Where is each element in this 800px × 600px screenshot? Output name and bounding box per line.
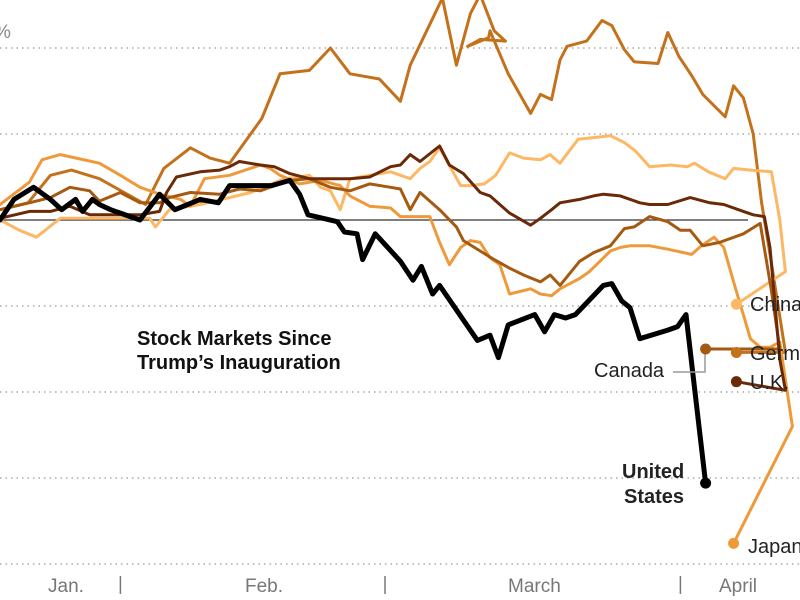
gridlines (0, 47, 800, 565)
chart-title-line-1: Stock Markets Since (137, 328, 332, 350)
x-label-feb: Feb. (245, 576, 283, 597)
label-germany: Germany (750, 343, 800, 365)
x-month-ticks (119, 576, 682, 594)
label-uk: U.K. (750, 372, 789, 394)
label-us-line-1: United (622, 461, 684, 483)
series-line-germany (0, 0, 787, 354)
series-line-u-k (0, 144, 787, 392)
x-label-march: March (508, 576, 561, 597)
label-japan: Japan (748, 536, 800, 558)
canada-leader-line (673, 351, 706, 373)
end-dot-u-k (730, 376, 742, 388)
end-dot-japan (728, 537, 740, 549)
series-line-china (0, 134, 787, 306)
y-axis-unit-label: % (0, 22, 11, 43)
end-dot-germany (730, 346, 742, 358)
series-lines (0, 0, 794, 545)
label-us-line-2: States (624, 486, 684, 508)
end-dots (700, 298, 742, 549)
end-dot-canada (700, 343, 712, 355)
label-china: China (750, 294, 800, 316)
chart-title-line-2: Trump’s Inauguration (137, 352, 341, 374)
series-line-united-states (0, 177, 709, 486)
x-label-jan: Jan. (48, 576, 84, 597)
x-label-april: April (719, 576, 757, 597)
label-canada: Canada (594, 360, 665, 382)
end-dot-china (730, 298, 742, 310)
series-line-canada (0, 177, 782, 351)
end-dot-united-states (700, 477, 712, 489)
